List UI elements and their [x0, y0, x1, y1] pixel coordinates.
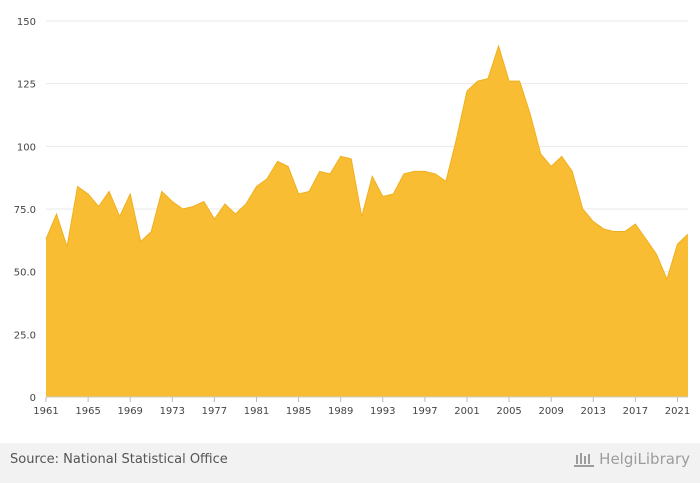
data-point[interactable]: [223, 202, 227, 206]
data-point[interactable]: [623, 230, 627, 234]
data-point[interactable]: [570, 169, 574, 173]
y-tick-label: 0: [30, 393, 36, 404]
data-point[interactable]: [465, 89, 469, 93]
y-tick-label: 75.0: [14, 205, 36, 216]
data-point[interactable]: [149, 230, 153, 234]
y-axis-ticks: 0 25.0 50.0 75.0 100 125 150: [14, 17, 36, 404]
data-point[interactable]: [560, 154, 564, 158]
area-series: [44, 44, 690, 397]
x-tick-label: 2005: [496, 406, 521, 417]
x-tick-label: 2017: [623, 406, 648, 417]
data-point[interactable]: [507, 79, 511, 83]
data-point[interactable]: [318, 169, 322, 173]
data-point[interactable]: [591, 220, 595, 224]
data-point[interactable]: [297, 192, 301, 196]
x-tick-label: 1961: [33, 406, 58, 417]
data-point[interactable]: [381, 194, 385, 198]
y-tick-label: 100: [17, 142, 36, 153]
source-note: Source: National Statistical Office: [10, 452, 228, 467]
data-point[interactable]: [328, 172, 332, 176]
area-outline: [45, 44, 689, 281]
x-tick-label: 1989: [328, 406, 353, 417]
data-point[interactable]: [581, 207, 585, 211]
x-tick-label: 1969: [117, 406, 142, 417]
data-point[interactable]: [602, 227, 606, 231]
data-point[interactable]: [139, 240, 143, 244]
data-point[interactable]: [349, 157, 353, 161]
data-point[interactable]: [370, 174, 374, 178]
data-point[interactable]: [412, 169, 416, 173]
brand-name: HelgiLibrary: [599, 450, 690, 468]
data-point[interactable]: [191, 204, 195, 208]
data-point[interactable]: [612, 230, 616, 234]
data-point[interactable]: [128, 192, 132, 196]
x-tick-label: 1997: [412, 406, 437, 417]
data-point[interactable]: [539, 152, 543, 156]
brand-logo[interactable]: HelgiLibrary: [573, 450, 690, 468]
area-fill: [46, 46, 688, 397]
x-tick-label: 1993: [370, 406, 395, 417]
x-tick-label: 2009: [538, 406, 563, 417]
y-tick-label: 50.0: [14, 268, 36, 279]
data-point[interactable]: [307, 189, 311, 193]
data-point[interactable]: [276, 159, 280, 163]
x-tick-label: 1977: [202, 406, 227, 417]
data-point[interactable]: [339, 154, 343, 158]
data-point[interactable]: [633, 222, 637, 226]
data-point[interactable]: [549, 164, 553, 168]
data-point[interactable]: [212, 217, 216, 221]
data-point[interactable]: [686, 232, 690, 236]
y-tick-label: 25.0: [14, 330, 36, 341]
data-point[interactable]: [181, 207, 185, 211]
data-point[interactable]: [86, 192, 90, 196]
data-point[interactable]: [518, 79, 522, 83]
data-point[interactable]: [118, 215, 122, 219]
data-point[interactable]: [476, 79, 480, 83]
data-point[interactable]: [44, 237, 48, 241]
data-point[interactable]: [265, 177, 269, 181]
data-point[interactable]: [286, 164, 290, 168]
data-point[interactable]: [244, 202, 248, 206]
y-tick-label: 125: [17, 80, 36, 91]
data-point[interactable]: [675, 242, 679, 246]
x-tick-label: 2021: [665, 406, 690, 417]
data-point[interactable]: [170, 199, 174, 203]
data-point[interactable]: [107, 189, 111, 193]
data-point[interactable]: [665, 277, 669, 281]
data-point[interactable]: [644, 237, 648, 241]
data-point[interactable]: [76, 184, 80, 188]
data-point[interactable]: [486, 77, 490, 81]
x-tick-label: 1973: [160, 406, 185, 417]
data-point[interactable]: [423, 169, 427, 173]
data-point[interactable]: [528, 112, 532, 116]
data-point[interactable]: [160, 189, 164, 193]
data-point[interactable]: [55, 212, 59, 216]
x-tick-label: 1981: [244, 406, 269, 417]
data-point[interactable]: [454, 137, 458, 141]
x-tick-label: 2013: [581, 406, 606, 417]
data-point[interactable]: [202, 199, 206, 203]
x-tick-label: 1985: [286, 406, 311, 417]
data-point[interactable]: [360, 215, 364, 219]
y-tick-label: 150: [17, 17, 36, 28]
data-point[interactable]: [254, 184, 258, 188]
data-point[interactable]: [654, 252, 658, 256]
x-tick-label: 2001: [454, 406, 479, 417]
library-columns-icon: [574, 453, 595, 467]
data-point[interactable]: [65, 245, 69, 249]
data-point[interactable]: [497, 44, 501, 48]
data-point[interactable]: [391, 192, 395, 196]
data-point[interactable]: [97, 204, 101, 208]
x-axis-ticks: 1961 1965 1969 1973 1977 1981 1985 1989 1993 1997…: [33, 396, 690, 417]
data-point[interactable]: [433, 172, 437, 176]
data-point[interactable]: [402, 172, 406, 176]
data-point[interactable]: [444, 179, 448, 183]
data-point[interactable]: [233, 212, 237, 216]
x-tick-label: 1965: [75, 406, 100, 417]
footer: Source: National Statistical Office Helg…: [0, 443, 700, 483]
